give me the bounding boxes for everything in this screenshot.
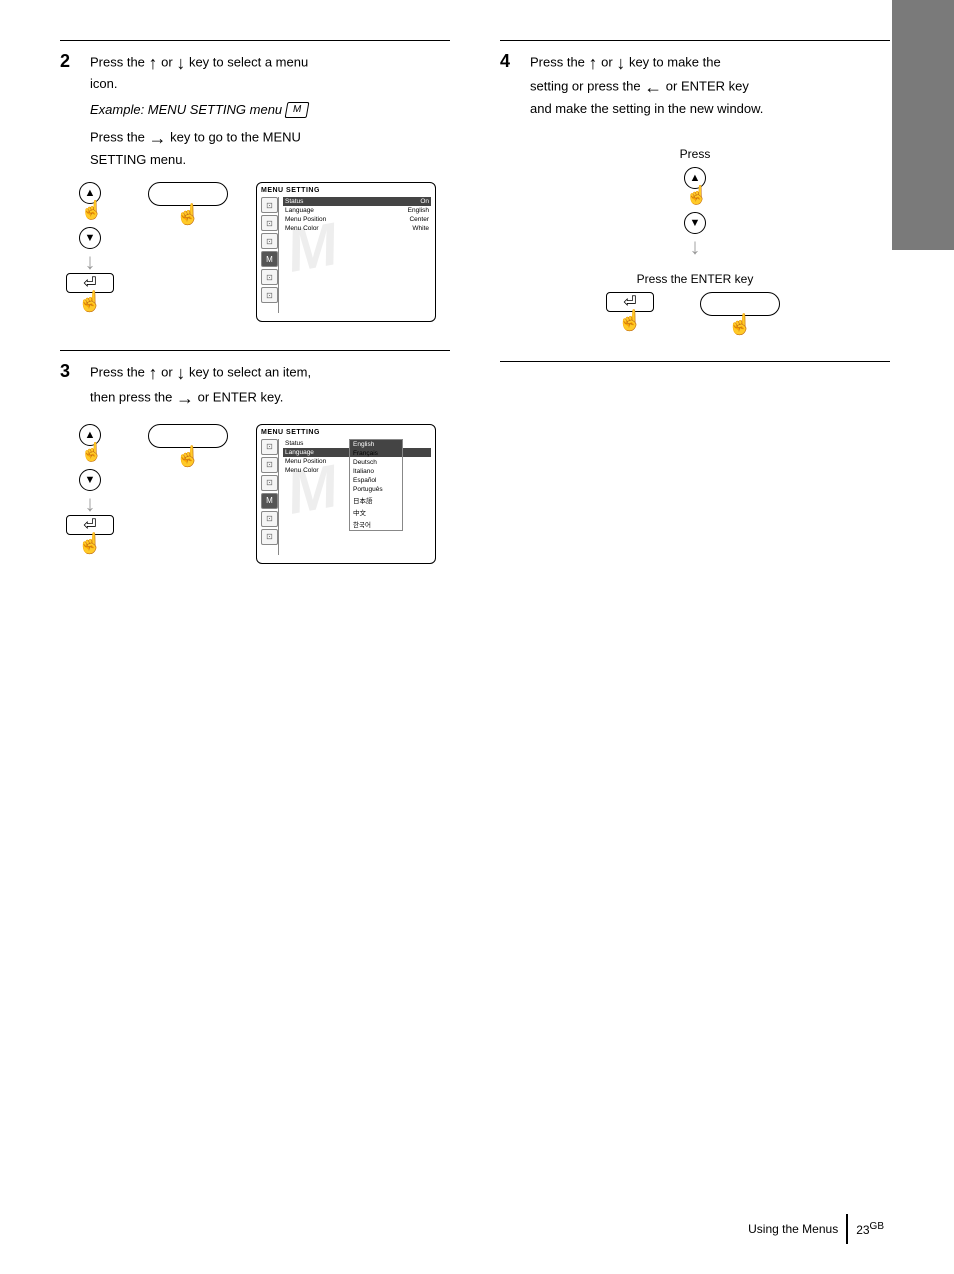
step-text: Press the ↑ or ↓ key to make the setting… (530, 51, 890, 117)
unit-enter-icon: ☝ (138, 424, 238, 473)
arrow-down-icon: ↓ (616, 53, 625, 73)
step-number: 4 (500, 51, 520, 117)
arrow-down-icon: ↓ (176, 363, 185, 383)
remote-updown-icon: ▲ ☝ ▼ ↓ ⏎ ☝ (60, 424, 120, 560)
arrow-right-icon: → (176, 388, 194, 408)
unit-enter-icon: ☝ (138, 182, 238, 231)
page-footer: Using the Menus 23GB (748, 1214, 884, 1244)
step-3: 3 Press the ↑ or ↓ key to select an item… (60, 350, 450, 564)
unit-enter-icon: ☝ (690, 292, 790, 341)
arrow-up-icon: ↑ (149, 53, 158, 73)
step-text: Press the ↑ or ↓ key to select an item, … (90, 361, 450, 410)
press-label: Press (680, 147, 711, 161)
arrow-up-icon: ↑ (149, 363, 158, 383)
osd-screenshot-1: M MENU SETTING ⊡ ⊡ ⊡ M ⊡ ⊡ StatusOn (256, 182, 436, 322)
step-2: 2 Press the ↑ or ↓ key to select a menu … (60, 40, 450, 322)
step-text: Press the ↑ or ↓ key to select a menu ic… (90, 51, 450, 168)
step-4: 4 Press the ↑ or ↓ key to make the setti… (500, 40, 890, 362)
arrow-right-icon: → (149, 128, 167, 148)
menu-setting-icon: M (284, 102, 309, 118)
arrow-left-icon: ← (644, 77, 662, 97)
arrow-down-icon: ↓ (176, 53, 185, 73)
side-tab (892, 0, 954, 250)
step-number: 3 (60, 361, 80, 410)
remote-updown-icon: ▲ ☝ ▼ ↓ (665, 167, 725, 258)
remote-enter-icon: ⏎ ☝ (600, 292, 660, 337)
press-enter-label: Press the ENTER key (637, 272, 754, 286)
step-number: 2 (60, 51, 80, 168)
osd-screenshot-2: M MENU SETTING ⊡ ⊡ ⊡ M ⊡ ⊡ StatusLa (256, 424, 436, 564)
remote-updown-icon: ▲ ☝ ▼ ↓ ⏎ ☝ (60, 182, 120, 318)
arrow-up-icon: ↑ (589, 53, 598, 73)
